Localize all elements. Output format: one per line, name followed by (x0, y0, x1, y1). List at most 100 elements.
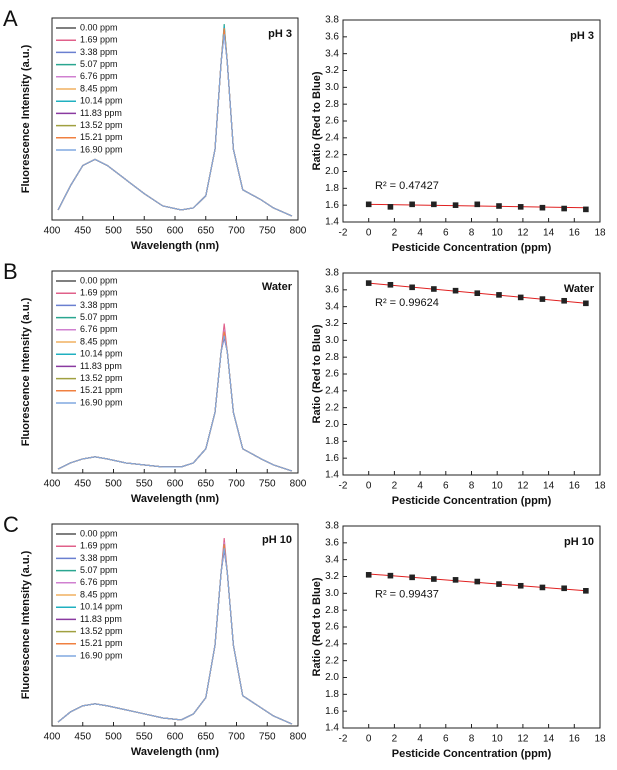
x-tick-label: 650 (197, 479, 214, 490)
x-tick-label: 450 (74, 226, 91, 237)
y-tick-label: 2.8 (325, 352, 339, 363)
x-tick-label: 500 (105, 479, 122, 490)
x-tick-label: 18 (594, 228, 606, 239)
x-tick-label: 400 (44, 479, 61, 490)
x-tick-label: 700 (228, 732, 245, 743)
x-tick-label: 600 (167, 732, 184, 743)
data-point (431, 201, 437, 208)
y-tick-label: 2.6 (325, 622, 339, 633)
legend-label: 6.76 ppm (80, 71, 118, 81)
data-point (496, 292, 502, 298)
y-tick-label: 2.4 (325, 638, 339, 649)
y-tick-label: 3.4 (325, 48, 339, 59)
y-tick-label: 2.2 (325, 655, 339, 666)
r-squared-annotation: R² = 0.99437 (375, 589, 439, 601)
legend-label: 15.21 ppm (80, 385, 123, 395)
x-tick-label: 8 (469, 734, 475, 745)
x-tick-label: 800 (290, 479, 307, 490)
y-tick-label: 2.0 (325, 672, 339, 683)
y-axis-title: Fluorescence Intensity (a.u.) (20, 550, 32, 699)
plot-frame (342, 525, 601, 729)
x-tick-label: 550 (136, 732, 153, 743)
x-tick-label: 10 (492, 734, 504, 745)
x-tick-label: 6 (443, 481, 449, 492)
y-tick-label: 3.6 (325, 284, 339, 295)
data-point (431, 576, 437, 582)
x-tick-label: 18 (594, 481, 606, 492)
panel-label: A (3, 6, 18, 31)
y-tick-label: 2.8 (325, 605, 339, 616)
legend-label: 8.45 ppm (80, 336, 118, 346)
legend-label: 8.45 ppm (80, 589, 118, 599)
data-point (583, 300, 589, 307)
data-point (365, 572, 372, 578)
spectrum-line (57, 548, 293, 725)
data-point (409, 574, 415, 581)
x-tick-label: 12 (517, 734, 529, 745)
legend-label: 11.83 ppm (80, 361, 122, 371)
x-axis-title: Wavelength (nm) (131, 746, 220, 758)
data-point (431, 286, 437, 292)
legend-label: 5.07 ppm (80, 59, 118, 69)
y-tick-label: 2.4 (325, 385, 339, 396)
data-point (387, 572, 394, 579)
data-point (539, 584, 546, 591)
legend-label: 13.52 ppm (80, 120, 123, 130)
y-tick-label: 1.6 (325, 200, 339, 211)
x-tick-label: 750 (259, 732, 276, 743)
legend-label: 10.14 ppm (80, 96, 123, 106)
x-axis-title: Wavelength (nm) (131, 240, 220, 252)
x-tick-label: 800 (290, 732, 307, 743)
y-tick-label: 1.8 (325, 183, 339, 194)
legend-label: 16.90 ppm (80, 397, 123, 407)
data-point (387, 204, 394, 210)
legend-label: 11.83 ppm (80, 108, 122, 118)
data-point (474, 290, 481, 296)
x-tick-label: 10 (492, 228, 504, 239)
legend-label: 0.00 ppm (80, 528, 118, 538)
legend-label: 3.38 ppm (80, 553, 118, 563)
legend-label: 1.69 ppm (80, 35, 118, 45)
data-point (561, 297, 567, 304)
x-tick-label: 8 (469, 481, 475, 492)
legend-label: 0.00 ppm (80, 275, 118, 285)
legend-label: 13.52 ppm (80, 626, 123, 636)
legend-label: 16.90 ppm (80, 650, 123, 660)
y-axis-title: Ratio (Red to Blue) (311, 324, 323, 423)
x-tick-label: 4 (417, 481, 423, 492)
x-tick-label: 6 (443, 734, 449, 745)
x-tick-label: 450 (74, 732, 91, 743)
x-tick-label: 0 (366, 734, 372, 745)
data-point (474, 201, 481, 208)
y-tick-label: 1.8 (325, 436, 339, 447)
x-tick-label: -2 (339, 734, 348, 745)
legend-label: 5.07 ppm (80, 565, 118, 575)
legend-label: 10.14 ppm (80, 602, 123, 612)
panel-title: pH 3 (570, 30, 594, 42)
x-tick-label: 700 (228, 479, 245, 490)
spectrum-line (57, 34, 293, 217)
x-axis-title: Pesticide Concentration (ppm) (392, 242, 552, 254)
y-tick-label: 1.4 (325, 217, 339, 228)
x-tick-label: 400 (44, 226, 61, 237)
y-tick-label: 1.8 (325, 689, 339, 700)
x-tick-label: 0 (366, 481, 372, 492)
legend-label: 15.21 ppm (80, 132, 123, 142)
legend-label: 0.00 ppm (80, 22, 118, 32)
y-axis-title: Fluorescence Intensity (a.u.) (20, 44, 32, 193)
data-point (517, 204, 524, 210)
y-tick-label: 3.8 (325, 15, 339, 26)
x-tick-label: 500 (105, 226, 122, 237)
x-tick-label: -2 (339, 481, 348, 492)
data-point (496, 203, 502, 209)
legend-label: 3.38 ppm (80, 300, 118, 310)
y-tick-label: 2.0 (325, 419, 339, 430)
x-tick-label: 550 (136, 226, 153, 237)
x-tick-label: 2 (392, 734, 398, 745)
y-tick-label: 1.4 (325, 723, 339, 734)
data-point (561, 205, 567, 212)
y-tick-label: 2.0 (325, 166, 339, 177)
legend-label: 11.83 ppm (80, 614, 122, 624)
y-tick-label: 3.0 (325, 82, 339, 93)
